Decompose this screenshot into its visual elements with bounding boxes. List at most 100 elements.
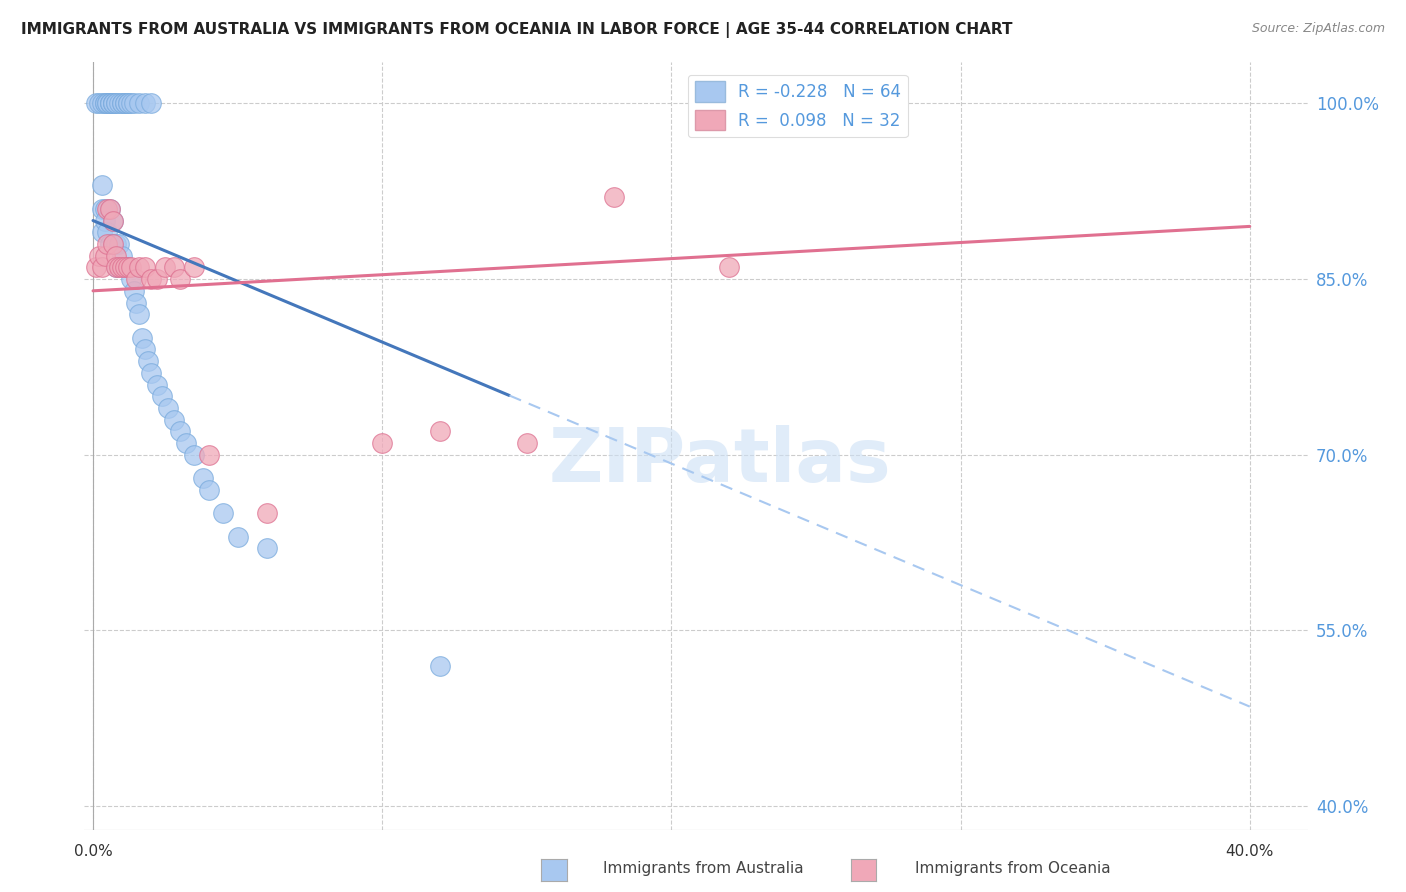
Point [100, 96, 122, 111]
Point [256, 541, 278, 556]
Point [120, 96, 142, 111]
Point [136, 354, 159, 368]
Point [134, 96, 156, 111]
Legend: R = -0.228   N = 64, R =  0.098   N = 32: R = -0.228 N = 64, R = 0.098 N = 32 [688, 75, 908, 137]
Point [100, 96, 122, 111]
Point [103, 213, 125, 227]
Point [429, 658, 451, 673]
Point [516, 436, 538, 450]
Point [84, 260, 107, 275]
Point [100, 202, 122, 216]
Point [100, 237, 122, 252]
Point [93, 213, 115, 227]
Point [103, 96, 125, 111]
Point [134, 343, 156, 357]
Point [114, 96, 136, 111]
Point [96, 96, 118, 111]
Point [93, 96, 115, 111]
Point [105, 260, 128, 275]
Point [111, 96, 134, 111]
Text: Immigrants from Australia: Immigrants from Australia [603, 861, 803, 876]
Point [93, 96, 115, 111]
Point [114, 260, 136, 275]
Point [87, 249, 110, 263]
Point [111, 96, 134, 111]
Text: 40.0%: 40.0% [1226, 844, 1274, 859]
Point [100, 202, 122, 216]
Point [128, 307, 150, 321]
Text: ZIPatlas: ZIPatlas [550, 425, 891, 498]
Point [125, 295, 148, 310]
Point [197, 483, 219, 497]
Point [87, 96, 110, 111]
Point [174, 436, 197, 450]
Point [96, 96, 118, 111]
Point [111, 260, 134, 275]
Point [105, 249, 128, 263]
Point [117, 260, 139, 275]
Point [93, 249, 115, 263]
Point [125, 272, 148, 286]
Point [157, 401, 180, 415]
Point [120, 272, 142, 286]
Point [131, 331, 153, 345]
Point [117, 260, 139, 275]
Point [108, 260, 131, 275]
Point [90, 260, 112, 275]
Point [163, 412, 186, 426]
Point [145, 377, 167, 392]
Point [120, 260, 142, 275]
Text: IMMIGRANTS FROM AUSTRALIA VS IMMIGRANTS FROM OCEANIA IN LABOR FORCE | AGE 35-44 : IMMIGRANTS FROM AUSTRALIA VS IMMIGRANTS … [21, 22, 1012, 38]
Text: 0.0%: 0.0% [73, 844, 112, 859]
Point [96, 237, 118, 252]
Point [602, 190, 624, 204]
Point [105, 96, 128, 111]
Point [114, 260, 136, 275]
Point [105, 260, 128, 275]
Point [103, 96, 125, 111]
Point [103, 96, 125, 111]
Point [90, 96, 112, 111]
Point [145, 272, 167, 286]
Point [93, 202, 115, 216]
Point [169, 272, 191, 286]
Point [122, 284, 145, 298]
Point [429, 425, 451, 439]
Point [108, 96, 131, 111]
Point [90, 178, 112, 193]
Point [128, 260, 150, 275]
Point [111, 249, 134, 263]
Point [128, 96, 150, 111]
Point [114, 96, 136, 111]
Point [183, 448, 205, 462]
Point [103, 237, 125, 252]
Point [96, 225, 118, 239]
Point [90, 225, 112, 239]
Point [103, 213, 125, 227]
Point [155, 260, 177, 275]
Point [212, 506, 235, 520]
Point [117, 96, 139, 111]
Point [96, 202, 118, 216]
Point [117, 96, 139, 111]
Point [371, 436, 394, 450]
Point [163, 260, 186, 275]
Point [226, 530, 249, 544]
Point [84, 96, 107, 111]
Point [103, 237, 125, 252]
Point [197, 448, 219, 462]
Point [134, 260, 156, 275]
Point [105, 237, 128, 252]
Point [105, 96, 128, 111]
Point [139, 272, 162, 286]
Point [256, 506, 278, 520]
Point [122, 96, 145, 111]
Point [718, 260, 741, 275]
Point [191, 471, 214, 485]
Text: Immigrants from Oceania: Immigrants from Oceania [914, 861, 1111, 876]
Point [152, 389, 174, 403]
Point [183, 260, 205, 275]
Point [90, 202, 112, 216]
Point [169, 425, 191, 439]
Point [108, 237, 131, 252]
